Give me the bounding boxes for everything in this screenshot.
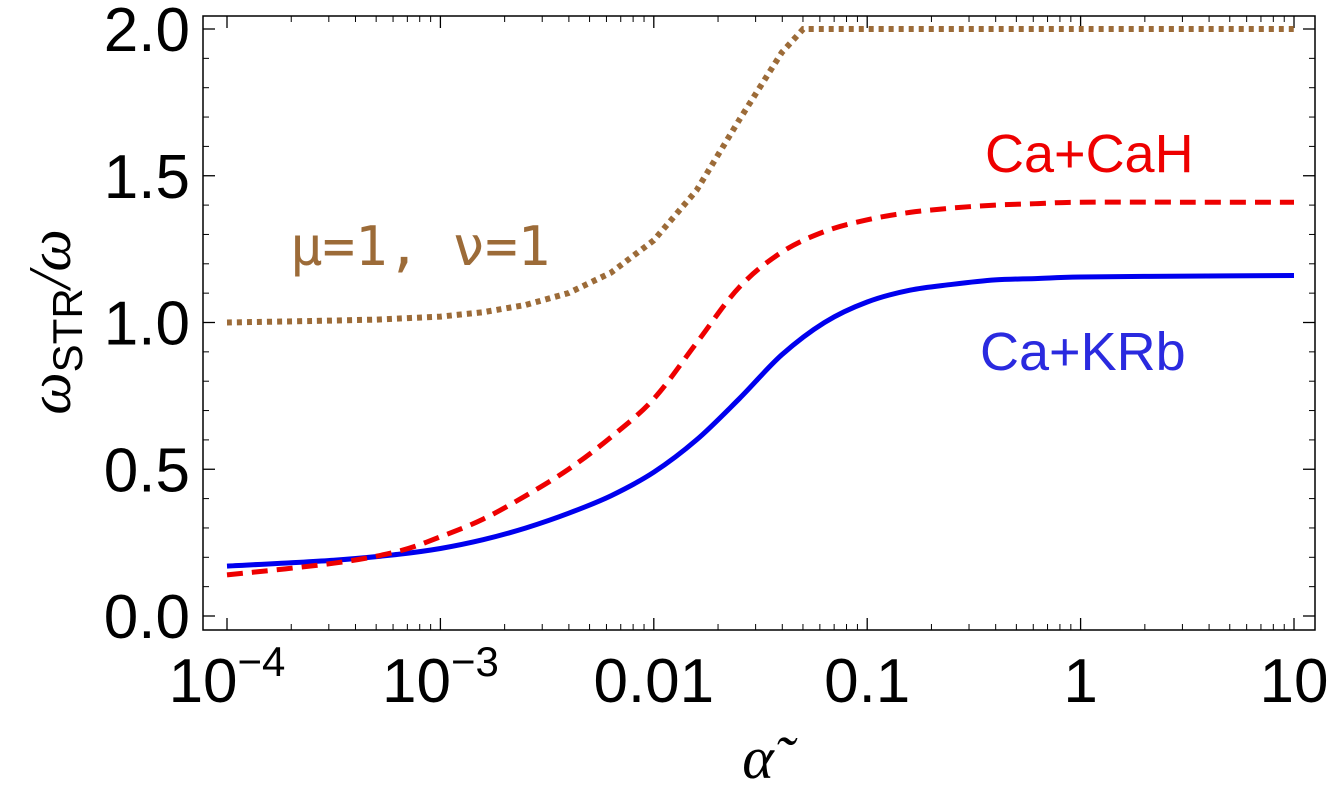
y-axis-label-tail: /ω — [17, 229, 83, 291]
series-line--1-1 — [226, 25, 1294, 326]
series-line-ca-krb — [226, 273, 1295, 569]
y-tick-label: 0.0 — [104, 583, 190, 652]
series-group — [226, 25, 1295, 578]
annotation-ca-krb: Ca+KRb — [980, 322, 1186, 382]
y-tick-label: 2.0 — [104, 0, 190, 65]
x-axis-label: α̃ — [742, 725, 797, 788]
x-tick-label: 10−3 — [382, 638, 499, 716]
x-tick-label: 10−4 — [169, 638, 286, 716]
axis-ticks — [203, 16, 1315, 630]
x-tick-label: 0.01 — [593, 647, 714, 716]
y-axis-label-sub: STR — [44, 288, 91, 372]
series-line-ca-cah — [226, 199, 1294, 578]
annotation-ca-cah: Ca+CaH — [985, 124, 1194, 184]
x-tick-label: 0.1 — [824, 647, 910, 716]
x-tick-label: 1 — [1063, 647, 1097, 716]
y-tick-label: 1.0 — [104, 290, 190, 359]
y-tick-label: 1.5 — [104, 143, 190, 212]
annotation-mu-nu: μ=1, ν=1 — [290, 215, 550, 278]
x-tick-labels: 10−4 10−3 0.01 0.1 1 10 — [169, 638, 1329, 716]
y-tick-label: 0.5 — [104, 436, 190, 505]
x-tick-label: 10 — [1260, 647, 1329, 716]
y-tick-labels: 0.0 0.5 1.0 1.5 2.0 — [104, 0, 190, 652]
y-axis-label-main: ω — [17, 372, 83, 414]
y-axis-label: ωSTR/ω — [17, 229, 91, 414]
